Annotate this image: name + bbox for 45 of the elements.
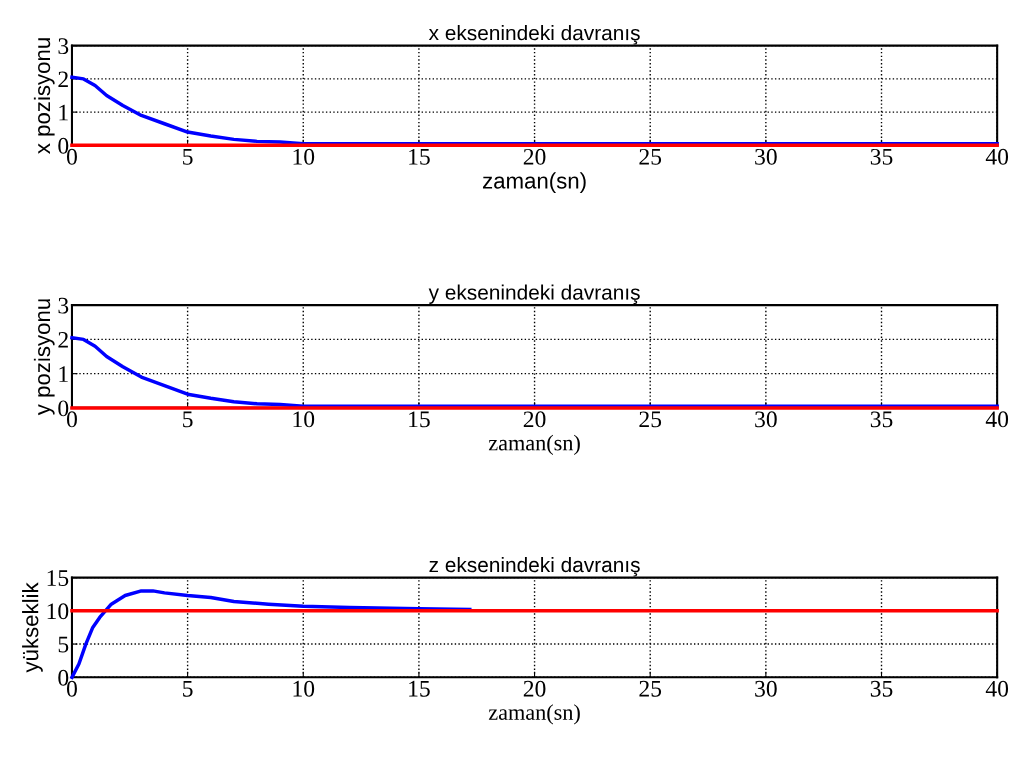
x-tick-label: 40 [985, 148, 1009, 165]
y-tick-label: 3 [58, 38, 69, 55]
y-tick-label: 1 [59, 104, 68, 121]
x-tick-label: 20 [523, 680, 546, 697]
y-tick-label: 2 [58, 331, 68, 348]
x-tick-label: 25 [639, 680, 662, 697]
x-axis-title: zaman(sn) [488, 704, 580, 725]
y-tick-label: 0 [58, 669, 69, 686]
y-tick-label: 0 [58, 400, 69, 417]
x-tick-label: 35 [870, 411, 893, 428]
x-tick-label: 10 [293, 148, 315, 165]
x-tick-label: 40 [985, 411, 1009, 428]
y-axis-title: y pozisyonu [33, 299, 55, 416]
x-tick-label: 10 [293, 680, 315, 697]
y-tick-label: 15 [47, 570, 69, 587]
chart-title: y eksenindeki davranış [428, 284, 640, 305]
y-tick-label: 2 [58, 71, 68, 88]
x-tick-label: 5 [183, 680, 193, 697]
x-tick-label: 20 [523, 148, 546, 165]
x-tick-label: 15 [409, 680, 430, 697]
y-axis-title: x pozisyonu [33, 38, 55, 154]
x-tick-label: 35 [870, 148, 893, 165]
x-axis-title: zaman(sn) [488, 434, 580, 456]
x-tick-label: 30 [755, 148, 777, 165]
x-tick-label: 25 [639, 148, 662, 165]
y-axis-title: yükseklik [22, 582, 43, 673]
x-tick-label: 40 [985, 680, 1009, 697]
y-tick-label: 3 [58, 297, 69, 314]
x-tick-label: 30 [755, 411, 777, 428]
y-tick-label: 5 [58, 636, 69, 653]
chart-title: x eksenindeki davranış [428, 25, 640, 45]
x-tick-label: 25 [639, 411, 662, 428]
y-tick-label: 0 [58, 137, 69, 154]
x-tick-label: 15 [409, 411, 430, 428]
x-tick-label: 20 [523, 411, 546, 428]
y-tick-label: 1 [59, 366, 68, 382]
y-tick-label: 10 [47, 603, 69, 620]
x-tick-label: 5 [183, 149, 193, 165]
chart-title: z eksenindeki davranış [429, 556, 640, 577]
x-tick-label: 10 [293, 411, 315, 428]
x-axis-title: zaman(sn) [482, 172, 586, 194]
x-tick-label: 30 [755, 680, 777, 697]
x-tick-label: 35 [870, 680, 893, 697]
x-tick-label: 15 [409, 148, 430, 165]
x-tick-label: 5 [183, 411, 193, 428]
